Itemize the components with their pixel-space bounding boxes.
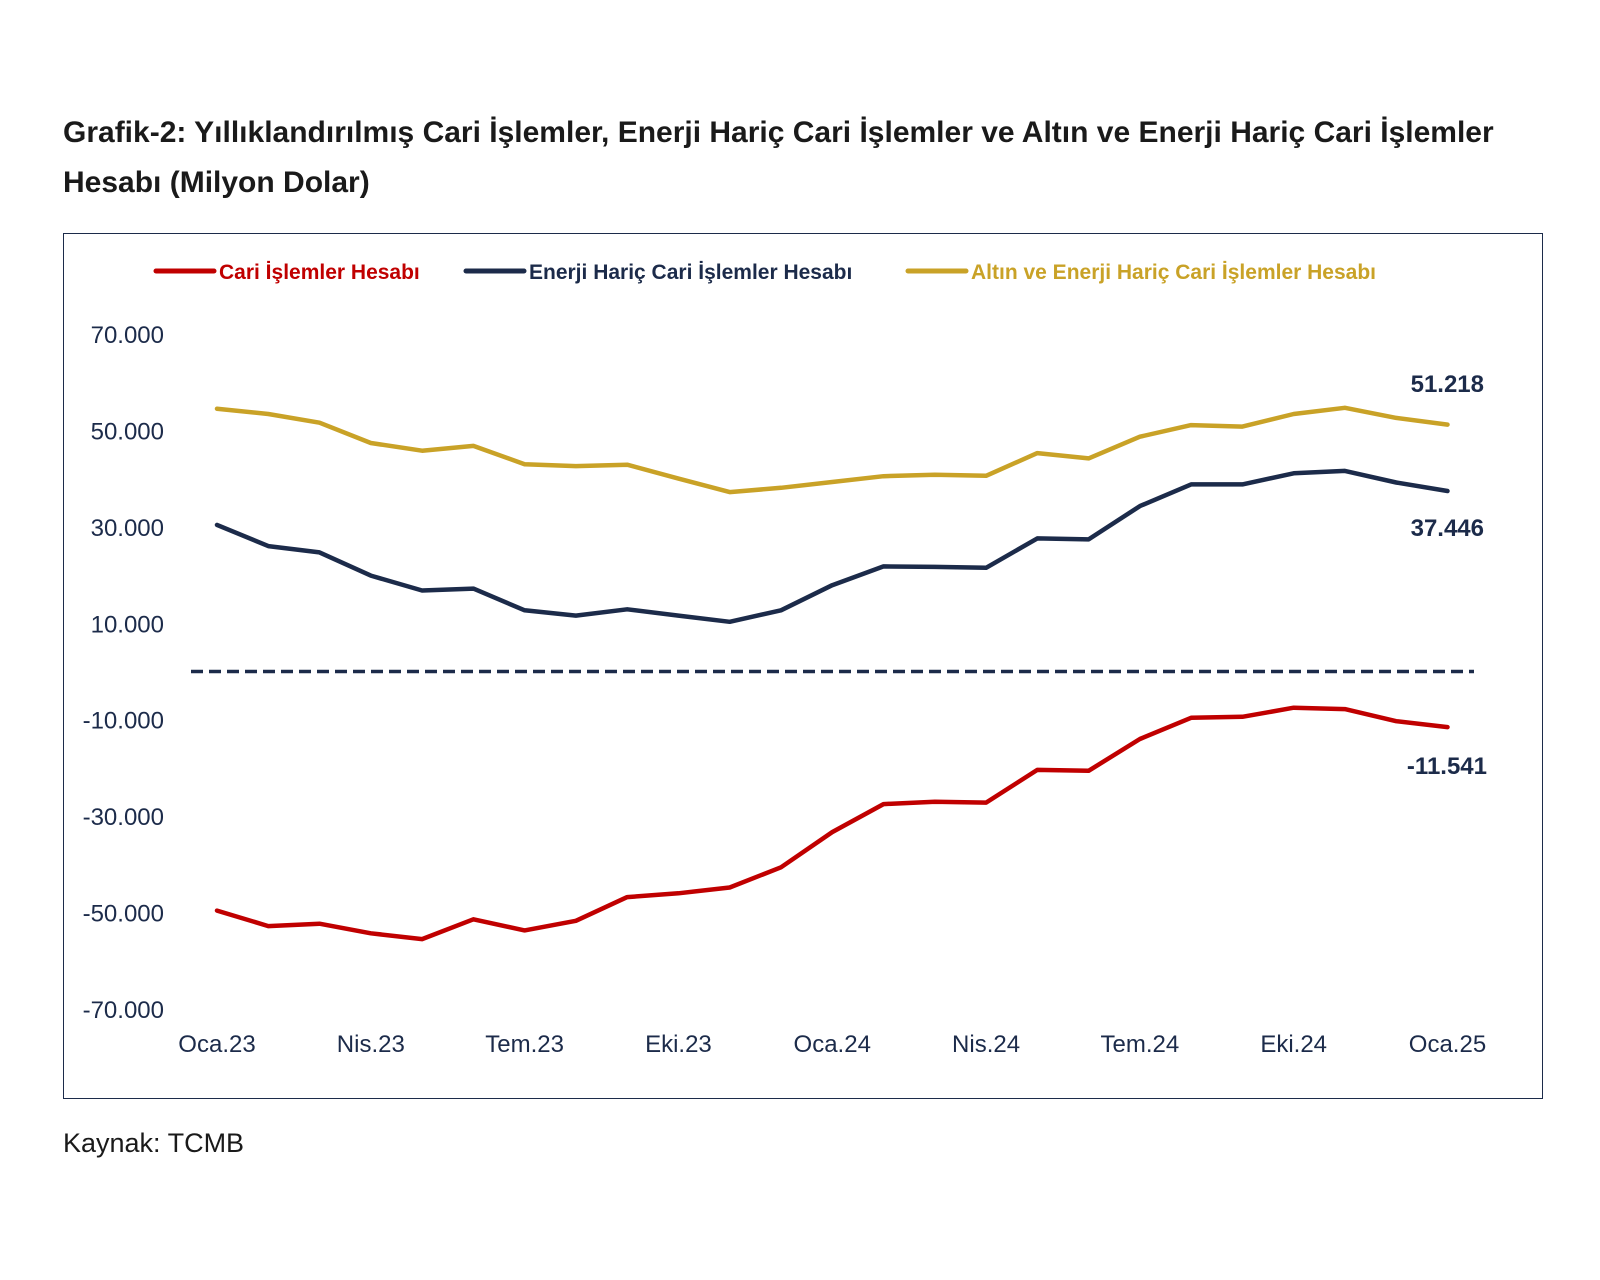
series-line-2 — [214, 468, 1450, 625]
chart-title: Grafik-2: Yıllıklandırılmış Cari İşlemle… — [63, 116, 1494, 199]
y-tick-label: -50.000 — [83, 901, 164, 928]
chart-frame: 70.000 50.000 30.000 10.000 -10.000 -30.000 -5… — [63, 233, 1543, 1099]
x-tick-label: Nis.23 — [337, 1031, 405, 1058]
end-value-label: 37.446 — [1411, 515, 1484, 542]
line-chart: 70.000 50.000 30.000 10.000 -10.000 -30.000 -5… — [83, 261, 1487, 1058]
y-tick-label: -10.000 — [83, 708, 164, 735]
end-value-label: -11.541 — [1407, 753, 1487, 780]
y-tick-label: -70.000 — [83, 997, 164, 1024]
x-tick-label: Oca.23 — [178, 1031, 255, 1058]
x-tick-label: Tem.24 — [1101, 1031, 1180, 1058]
y-tick-label: 30.000 — [91, 515, 164, 542]
x-tick-label: Eki.24 — [1260, 1031, 1327, 1058]
legend-label: Altın ve Enerji Hariç Cari İşlemler Hesa… — [971, 261, 1376, 284]
legend-label: Enerji Hariç Cari İşlemler Hesabı — [529, 261, 852, 284]
y-tick-label: 70.000 — [91, 322, 164, 349]
x-tick-label: Nis.24 — [952, 1031, 1020, 1058]
x-tick-label: Oca.25 — [1409, 1031, 1486, 1058]
legend-label: Cari İşlemler Hesabı — [219, 261, 420, 284]
source-note: Kaynak: TCMB — [63, 1128, 245, 1158]
x-tick-label: Oca.24 — [794, 1031, 871, 1058]
y-tick-label: 10.000 — [91, 611, 164, 638]
series-line-3 — [214, 405, 1450, 495]
end-value-label: 51.218 — [1411, 371, 1484, 398]
y-tick-label: 50.000 — [91, 418, 164, 445]
x-tick-label: Eki.23 — [645, 1031, 712, 1058]
series-line-1 — [214, 705, 1450, 942]
y-tick-label: -30.000 — [83, 804, 164, 831]
x-tick-label: Tem.23 — [485, 1031, 564, 1058]
